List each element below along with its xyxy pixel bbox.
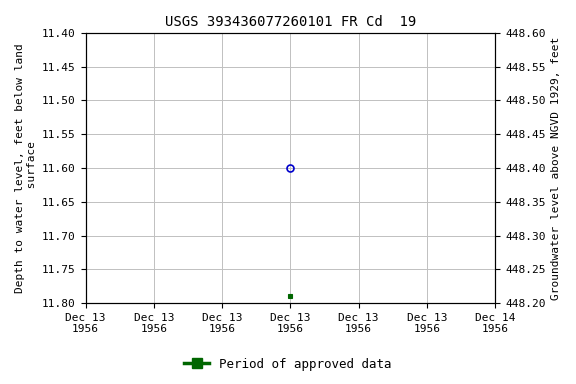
- Y-axis label: Depth to water level, feet below land
 surface: Depth to water level, feet below land su…: [15, 43, 37, 293]
- Title: USGS 393436077260101 FR Cd  19: USGS 393436077260101 FR Cd 19: [165, 15, 416, 29]
- Legend: Period of approved data: Period of approved data: [179, 353, 397, 376]
- Y-axis label: Groundwater level above NGVD 1929, feet: Groundwater level above NGVD 1929, feet: [551, 36, 561, 300]
